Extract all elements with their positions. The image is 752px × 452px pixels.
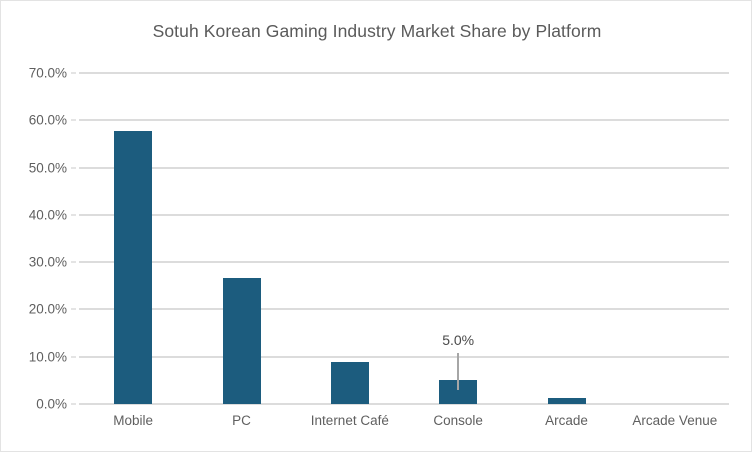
y-axis-tick-mark [71, 72, 76, 74]
x-axis-category-label: Internet Café [310, 413, 389, 428]
data-label: 5.0% [442, 332, 475, 349]
y-axis-tick-mark [71, 119, 76, 121]
bar-console[interactable] [439, 380, 478, 404]
data-label-leader-line [457, 353, 460, 391]
gridline [79, 119, 729, 122]
gridline [79, 308, 729, 311]
gridline [79, 213, 729, 216]
bar-internet-café[interactable] [330, 362, 369, 404]
bar-pc[interactable] [222, 277, 261, 404]
gridline [79, 261, 729, 264]
y-axis-tick-label: 60.0% [28, 112, 67, 128]
gridline [79, 355, 729, 358]
y-axis-tick-label: 40.0% [28, 207, 67, 223]
gridline [79, 403, 729, 405]
y-axis-tick-label: 30.0% [28, 254, 67, 270]
x-axis-category-label: Mobile [113, 413, 154, 428]
y-axis-tick-mark [71, 214, 76, 216]
x-axis-category-label: PC [232, 413, 251, 428]
x-axis-category-label: Console [433, 413, 483, 428]
y-axis-tick-label: 20.0% [28, 301, 67, 317]
y-axis-tick-mark [71, 261, 76, 263]
chart-title: Sotuh Korean Gaming Industry Market Shar… [152, 21, 602, 41]
gridline [79, 166, 729, 169]
x-axis-category-label: Arcade [545, 413, 588, 428]
x-axis-category-label: Arcade Venue [632, 413, 718, 428]
bar-arcade[interactable] [547, 397, 586, 404]
y-axis-tick-label: 0.0% [36, 396, 67, 412]
y-axis-tick-label: 70.0% [28, 65, 67, 81]
y-axis-tick-mark [71, 308, 76, 310]
plot-area [79, 72, 729, 405]
y-axis-tick-label: 50.0% [28, 160, 67, 176]
gridline [79, 72, 729, 74]
y-axis-tick-label: 10.0% [28, 349, 67, 365]
y-axis-tick-mark [71, 167, 76, 169]
y-axis-tick-mark [71, 403, 76, 405]
bar-mobile[interactable] [114, 130, 153, 404]
y-axis-tick-mark [71, 356, 76, 358]
